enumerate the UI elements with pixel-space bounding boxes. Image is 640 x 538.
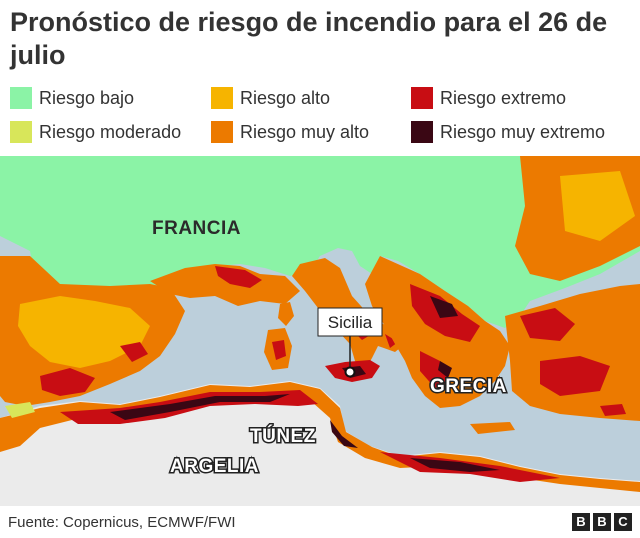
sicily-label: Sicilia bbox=[328, 313, 373, 332]
chart-title: Pronóstico de riesgo de incendio para el… bbox=[10, 7, 608, 70]
legend-swatch-high bbox=[211, 87, 233, 109]
legend-item-extreme: Riesgo extremo bbox=[411, 86, 566, 110]
sardinia-extreme bbox=[272, 340, 286, 360]
legend-item-very-high: Riesgo muy alto bbox=[211, 120, 369, 144]
sicily-marker bbox=[344, 366, 356, 378]
legend-item-moderate: Riesgo moderado bbox=[10, 120, 181, 144]
legend-label-very-high: Riesgo muy alto bbox=[240, 121, 370, 142]
fire-risk-map: Sicilia FRANCIA GRECIA TÚNEZ ARGELIA bbox=[0, 156, 640, 506]
sicily-callout-box bbox=[317, 307, 383, 337]
legend-label-high: Riesgo alto bbox=[240, 87, 331, 108]
south-france-extreme bbox=[215, 266, 262, 288]
france-label: FRANCIA bbox=[152, 218, 241, 239]
legend: Riesgo bajo Riesgo alto Riesgo extremo R… bbox=[10, 86, 635, 150]
legend-label-moderate: Riesgo moderado bbox=[39, 121, 182, 142]
legend-item-low: Riesgo bajo bbox=[10, 86, 134, 110]
legend-swatch-very-high bbox=[211, 121, 233, 143]
legend-label-very-extreme: Riesgo muy extremo bbox=[440, 121, 606, 142]
legend-swatch-low bbox=[10, 87, 32, 109]
iberia-extreme-zones bbox=[40, 342, 148, 396]
corsica-land bbox=[278, 302, 294, 326]
legend-swatch-moderate bbox=[10, 121, 32, 143]
greece-label: GRECIA bbox=[430, 376, 507, 397]
footer: Fuente: Copernicus, ECMWF/FWI B B C bbox=[0, 506, 640, 538]
legend-swatch-extreme bbox=[411, 87, 433, 109]
bbc-logo-letter-1: B bbox=[572, 513, 590, 531]
crete-land bbox=[470, 422, 515, 434]
map-svg: Sicilia FRANCIA GRECIA TÚNEZ ARGELIA bbox=[0, 156, 640, 506]
greece-very-extreme bbox=[430, 296, 458, 378]
bbc-logo: B B C bbox=[569, 513, 632, 531]
legend-label-low: Riesgo bajo bbox=[39, 87, 135, 108]
balkans-land bbox=[365, 256, 510, 408]
east-europe-high bbox=[560, 171, 635, 241]
cyprus-land bbox=[600, 404, 626, 416]
legend-item-very-extreme: Riesgo muy extremo bbox=[411, 120, 605, 144]
south-france-risk bbox=[150, 264, 300, 306]
bbc-logo-letter-3: C bbox=[614, 513, 632, 531]
legend-label-extreme: Riesgo extremo bbox=[440, 87, 567, 108]
bbc-logo-letter-2: B bbox=[593, 513, 611, 531]
iberia-high-zones bbox=[18, 296, 150, 368]
north-africa-extreme bbox=[60, 390, 560, 482]
source-text: Fuente: Copernicus, ECMWF/FWI bbox=[8, 514, 236, 531]
legend-swatch-very-extreme bbox=[411, 121, 433, 143]
moderate-strip bbox=[5, 402, 35, 418]
balkans-extreme bbox=[410, 284, 480, 388]
north-africa-very-extreme bbox=[110, 394, 500, 472]
legend-item-high: Riesgo alto bbox=[211, 86, 330, 110]
tunisia-label: TÚNEZ bbox=[250, 425, 316, 447]
algeria-label: ARGELIA bbox=[170, 456, 259, 477]
turkey-extreme bbox=[520, 308, 610, 396]
